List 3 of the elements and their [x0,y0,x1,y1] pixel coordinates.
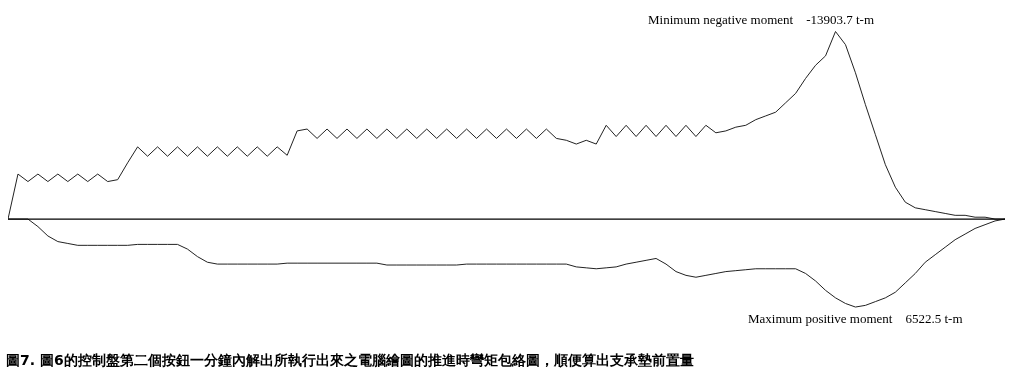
caption: 圖7. 圖6的控制盤第二個按鈕一分鐘內解出所執行出來之電腦繪圖的推進時彎矩包絡圖，順便算出支承墊前置量 [6,352,694,368]
text: Minimum negative moment -13903.7 t-m [648,12,875,27]
text: Maximum positive moment 6522.5 t-m [748,311,963,326]
